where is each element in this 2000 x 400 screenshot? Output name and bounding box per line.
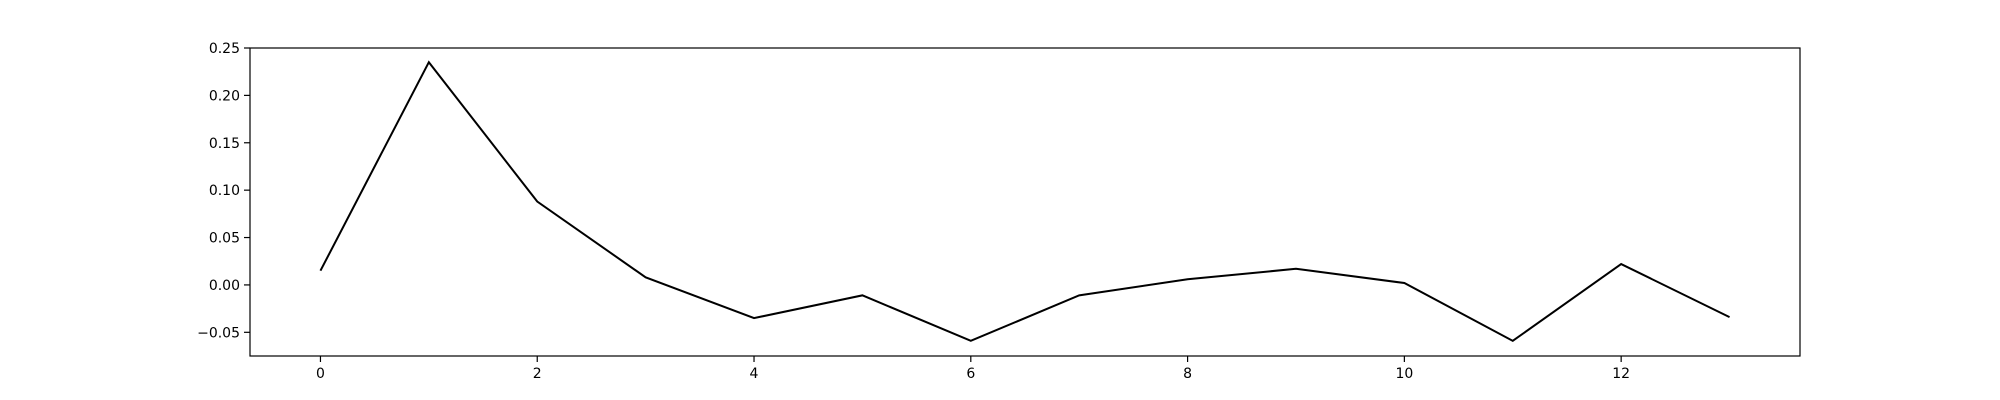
y-tick-label: 0.20 bbox=[209, 88, 240, 104]
y-tick-label: 0.10 bbox=[209, 183, 240, 199]
x-tick-label: 0 bbox=[316, 366, 325, 382]
y-tick-label: −0.05 bbox=[197, 325, 240, 341]
y-tick-label: 0.05 bbox=[209, 231, 240, 247]
x-tick-label: 2 bbox=[533, 366, 542, 382]
x-tick-label: 8 bbox=[1183, 366, 1192, 382]
x-tick-label: 4 bbox=[750, 366, 759, 382]
x-axis: 0 2 4 6 8 10 12 bbox=[316, 356, 1630, 382]
x-tick-label: 6 bbox=[966, 366, 975, 382]
y-tick-label: 0.25 bbox=[209, 41, 240, 57]
x-tick-label: 10 bbox=[1395, 366, 1413, 382]
y-tick-label: 0.15 bbox=[209, 136, 240, 152]
series-line bbox=[319, 60, 1730, 343]
y-axis: −0.05 0.00 0.05 0.10 0.15 0.20 0.25 bbox=[197, 41, 250, 341]
plot-area bbox=[319, 60, 1730, 343]
x-tick-label: 12 bbox=[1612, 366, 1630, 382]
axes-frame bbox=[249, 47, 1801, 357]
y-tick-label: 0.00 bbox=[209, 278, 240, 294]
